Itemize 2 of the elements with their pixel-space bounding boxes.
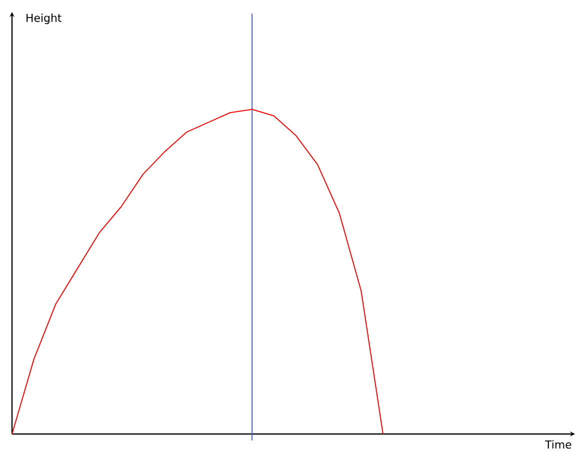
x-axis-title: Time bbox=[544, 440, 572, 449]
text: Height bbox=[26, 14, 62, 24]
